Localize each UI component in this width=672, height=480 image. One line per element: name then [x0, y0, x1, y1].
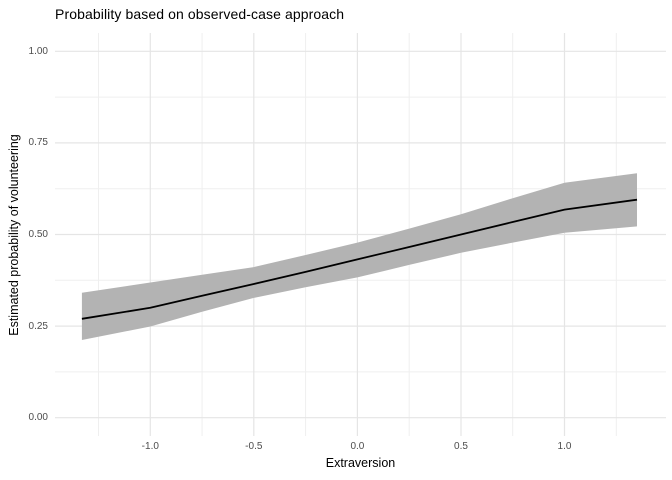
- y-tick-label: 0.75: [28, 137, 48, 149]
- x-axis-title-wrap: Extraversion: [55, 454, 666, 472]
- y-axis-title: Estimated probability of volunteering: [7, 133, 22, 336]
- confidence-band: [81, 173, 637, 340]
- x-tick-label: 1.0: [557, 441, 572, 452]
- y-tick-label: 0.25: [28, 320, 48, 332]
- x-tick-label: -1.0: [141, 441, 159, 452]
- x-tick-label: -0.5: [245, 441, 263, 452]
- y-axis-title-wrap: Estimated probability of volunteering: [0, 33, 28, 436]
- y-tick-label: 0.50: [28, 229, 48, 240]
- x-tick-label: 0.0: [350, 441, 365, 452]
- x-tick-label: 0.5: [454, 441, 468, 452]
- y-tick-label: 1.00: [28, 45, 48, 57]
- fit-line: [81, 198, 638, 320]
- x-axis-title: Extraversion: [325, 456, 396, 470]
- chart-title: Probability based on observed-case appro…: [55, 6, 345, 22]
- y-tick-label: 0.00: [28, 412, 48, 424]
